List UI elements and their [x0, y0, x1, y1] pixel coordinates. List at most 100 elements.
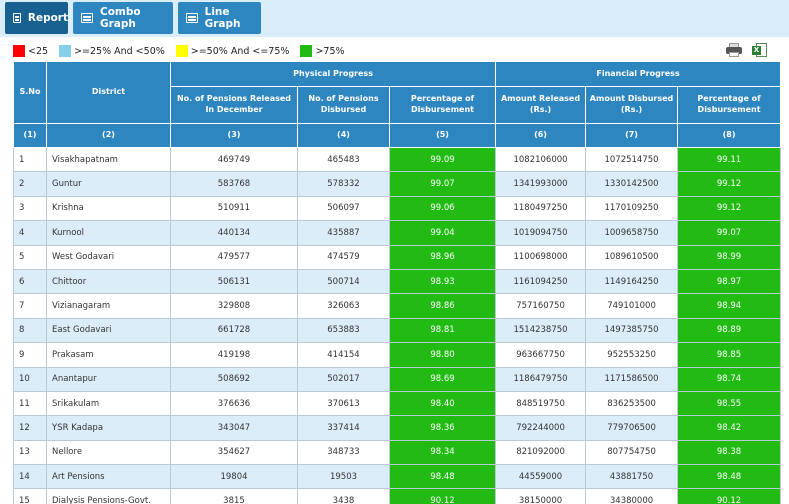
report-tools: X [726, 43, 767, 57]
header-physical-percentage: Percentage of Disbursement [388, 86, 497, 124]
cell-pensions-disbursed: 326063 [297, 293, 390, 319]
legend-item-25-50: >=25% And <50% [59, 45, 165, 57]
legend-swatch-green [300, 45, 313, 57]
cell-pensions-disbursed: 348733 [297, 439, 390, 466]
cell-pensions-disbursed: 3438 [297, 488, 390, 504]
tab-line-graph[interactable]: Line Graph [178, 2, 261, 34]
cell-amount-released: 963667750 [495, 342, 587, 368]
cell-physical-percentage: 98.36 [388, 415, 497, 441]
cell-amount-disbursed: 1072514750 [585, 146, 679, 173]
cell-physical-percentage: 98.93 [388, 268, 497, 295]
legend-item-above-75: >75% [300, 45, 345, 57]
cell-sno: 3 [13, 195, 47, 222]
table-row: 13 Nellore 354627 348733 98.34 821092000 80775… [13, 439, 782, 466]
table-row: 15 Dialysis Pensions-Govt. 3815 3438 90.12 38… [13, 488, 782, 504]
column-number: (4) [297, 123, 390, 148]
cell-amount-disbursed: 1330142500 [585, 171, 679, 197]
cell-amount-released: 1186479750 [495, 366, 587, 392]
cell-district: West Godavari [46, 244, 171, 270]
column-number: (3) [170, 123, 298, 148]
column-number: (2) [46, 123, 171, 148]
cell-pensions-disbursed: 19503 [297, 464, 390, 490]
cell-physical-percentage: 99.07 [388, 171, 497, 197]
legend-label: <25 [28, 45, 49, 57]
cell-district: Guntur [46, 171, 171, 197]
table-row: 9 Prakasam 419198 414154 98.80 963667750 95255… [13, 342, 782, 368]
legend-item-50-75: >=50% And <=75% [175, 45, 289, 57]
table-row: 1 Visakhapatnam 469749 465483 99.09 108210600… [13, 146, 782, 173]
cell-sno: 9 [13, 342, 47, 368]
tab-combo-graph[interactable]: Combo Graph [73, 2, 173, 34]
cell-amount-disbursed: 34380000 [585, 488, 679, 504]
cell-district: Vizianagaram [46, 293, 171, 319]
cell-financial-percentage: 99.11 [677, 146, 782, 173]
cell-pensions-disbursed: 370613 [297, 390, 390, 417]
cell-financial-percentage: 99.12 [677, 171, 782, 197]
cell-financial-percentage: 98.55 [677, 390, 782, 417]
cell-amount-released: 1514238750 [495, 317, 587, 344]
cell-district: Anantapur [46, 366, 171, 392]
table-row: 5 West Godavari 479577 474579 98.96 110069800… [13, 244, 782, 270]
header-sno: S.No [13, 61, 47, 124]
list-icon [186, 13, 198, 23]
list-icon [81, 13, 94, 23]
cell-district: Krishna [46, 195, 171, 222]
tab-combo-graph-label: Combo Graph [100, 6, 141, 30]
cell-amount-released: 821092000 [495, 439, 587, 466]
header-physical-progress: Physical Progress [169, 61, 497, 87]
cell-pensions-disbursed: 474579 [297, 244, 390, 270]
cell-pensions-disbursed: 653883 [297, 317, 390, 344]
list-icon [13, 13, 21, 23]
printer-icon[interactable] [726, 43, 742, 57]
cell-district: Visakhapatnam [46, 146, 171, 173]
cell-amount-released: 757160750 [495, 293, 587, 319]
cell-physical-percentage: 98.80 [388, 342, 497, 368]
cell-sno: 8 [13, 317, 47, 344]
cell-pensions-disbursed: 337414 [297, 415, 390, 441]
table-row: 12 YSR Kadapa 343047 337414 98.36 792244000 77… [13, 415, 782, 441]
cell-financial-percentage: 98.97 [677, 268, 782, 295]
column-number: (1) [13, 123, 47, 148]
tab-report[interactable]: Report [5, 2, 68, 34]
table-row: 8 East Godavari 661728 653883 98.81 151423875… [13, 317, 782, 344]
cell-pensions-released: 479577 [170, 244, 298, 270]
cell-physical-percentage: 98.69 [388, 366, 497, 392]
cell-amount-disbursed: 807754750 [585, 439, 679, 466]
table-row: 10 Anantapur 508692 502017 98.69 1186479750 11… [13, 366, 782, 392]
cell-sno: 7 [13, 293, 47, 319]
excel-icon[interactable]: X [752, 43, 767, 57]
cell-amount-released: 1161094250 [495, 268, 587, 295]
cell-pensions-disbursed: 414154 [297, 342, 390, 368]
table-row: 11 Srikakulam 376636 370613 98.40 848519750 83… [13, 390, 782, 417]
pension-disbursement-table: S.No District Physical Progress Financia… [13, 61, 782, 504]
cell-pensions-released: 419198 [170, 342, 298, 368]
cell-pensions-released: 583768 [170, 171, 298, 197]
cell-sno: 10 [13, 366, 47, 392]
cell-pensions-released: 469749 [170, 146, 298, 173]
legend-swatch-red [13, 45, 25, 57]
cell-sno: 11 [13, 390, 47, 417]
cell-financial-percentage: 90.12 [677, 488, 782, 504]
cell-physical-percentage: 90.12 [388, 488, 497, 504]
cell-amount-released: 38150000 [495, 488, 587, 504]
cell-pensions-released: 508692 [170, 366, 298, 392]
cell-pensions-released: 329808 [170, 293, 298, 319]
cell-district: YSR Kadapa [46, 415, 171, 441]
cell-pensions-released: 440134 [170, 220, 298, 246]
cell-amount-disbursed: 952553250 [585, 342, 679, 368]
column-number: (7) [585, 123, 679, 148]
cell-pensions-released: 376636 [170, 390, 298, 417]
cell-financial-percentage: 98.48 [677, 464, 782, 490]
legend-label: >=25% And <50% [74, 45, 165, 57]
cell-physical-percentage: 99.04 [388, 220, 497, 246]
cell-pensions-disbursed: 578332 [297, 171, 390, 197]
cell-amount-released: 1180497250 [495, 195, 587, 222]
legend-swatch-yellow [175, 45, 188, 57]
cell-sno: 12 [13, 415, 47, 441]
cell-pensions-released: 343047 [170, 415, 298, 441]
table-row: 6 Chittoor 506131 500714 98.93 1161094250 1149… [13, 268, 782, 295]
cell-physical-percentage: 98.40 [388, 390, 497, 417]
cell-district: East Godavari [46, 317, 171, 344]
cell-district: Chittoor [46, 268, 171, 295]
cell-amount-disbursed: 836253500 [585, 390, 679, 417]
